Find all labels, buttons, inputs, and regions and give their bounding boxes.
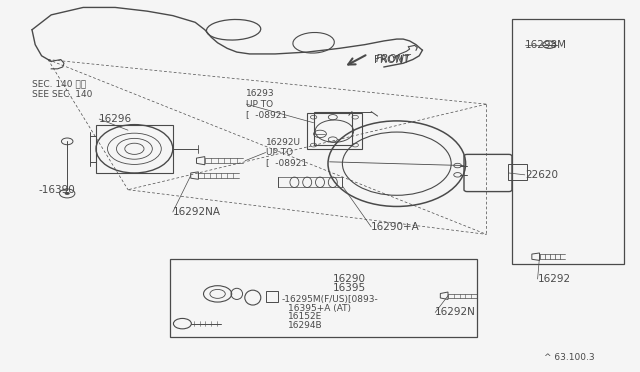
Text: 16292NA: 16292NA (173, 207, 221, 217)
Bar (96, 125, 173, 173)
Text: ^ 63.100.3: ^ 63.100.3 (544, 353, 595, 362)
Bar (266, 291, 278, 302)
Bar (307, 113, 362, 149)
Bar (314, 112, 352, 145)
Text: 16293
UP TO
[  -08921: 16293 UP TO [ -08921 (246, 89, 287, 119)
Text: FRONT: FRONT (376, 54, 411, 64)
Bar (170, 259, 477, 337)
Text: 22620: 22620 (525, 170, 558, 180)
Text: 16395+A (AT): 16395+A (AT) (288, 304, 351, 312)
Text: 16290: 16290 (333, 274, 366, 284)
Text: 16292N: 16292N (435, 308, 476, 317)
Text: 16395: 16395 (333, 283, 366, 293)
Text: 16290+A: 16290+A (371, 222, 420, 232)
Text: -16390: -16390 (38, 185, 75, 195)
Text: 16294B: 16294B (288, 321, 323, 330)
Text: 16296: 16296 (99, 114, 132, 124)
Text: 16292U
UP TO
[  -08921: 16292U UP TO [ -08921 (266, 138, 307, 167)
Text: 16152E: 16152E (288, 312, 323, 321)
Text: SEC. 140 参照
SEE SEC. 140: SEC. 140 参照 SEE SEC. 140 (32, 80, 92, 99)
Text: FRONT: FRONT (374, 55, 410, 64)
Text: 16298M: 16298M (525, 40, 567, 49)
Bar (512, 19, 624, 264)
Text: 16292: 16292 (538, 274, 571, 284)
Circle shape (65, 192, 70, 195)
Bar (508, 164, 527, 180)
Text: -16295M(F/US)[0893-: -16295M(F/US)[0893- (282, 295, 378, 304)
